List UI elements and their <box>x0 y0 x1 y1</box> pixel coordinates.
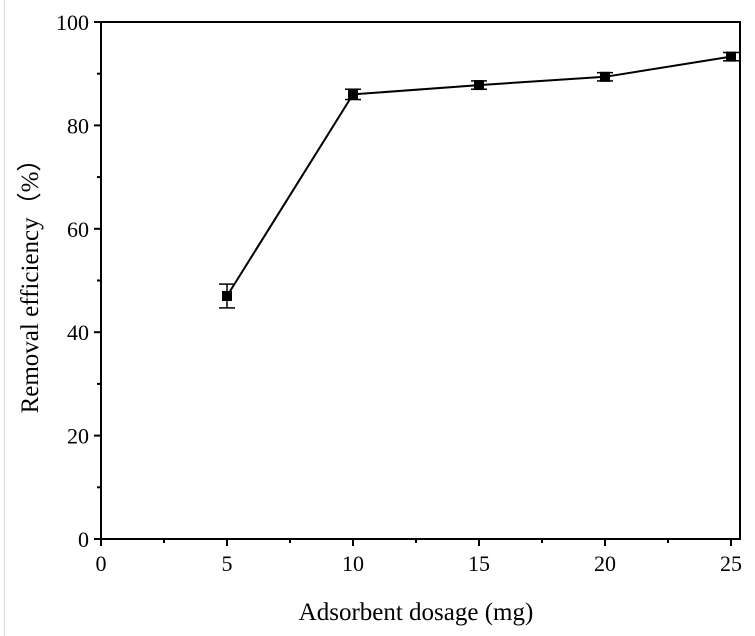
x-tick-label: 5 <box>222 551 233 576</box>
x-tick-label: 10 <box>342 551 364 576</box>
x-tick-label: 15 <box>468 551 490 576</box>
plot-border <box>100 21 741 540</box>
x-axis-ticks: 0 5 10 15 20 25 <box>96 539 742 576</box>
x-tick-label: 20 <box>594 551 616 576</box>
x-tick-label: 0 <box>96 551 107 576</box>
plot-frame <box>100 21 741 540</box>
data-point-marker <box>348 89 358 100</box>
data-point-marker <box>600 71 610 82</box>
y-tick-label: 20 <box>67 424 89 449</box>
data-point-marker <box>222 291 232 302</box>
series-line <box>226 55 732 297</box>
y-axis-title: Removal efficiency（%） <box>16 147 44 414</box>
x-axis-title: Adsorbent dosage (mg) <box>299 599 534 626</box>
y-tick-label: 100 <box>56 10 89 35</box>
y-tick-label: 80 <box>67 113 89 138</box>
y-axis-ticks: 0 20 40 60 80 100 <box>56 10 101 552</box>
y-tick-label: 40 <box>67 320 89 345</box>
data-point-marker <box>726 51 736 62</box>
y-tick-label: 60 <box>67 217 89 242</box>
x-tick-label: 25 <box>720 551 742 576</box>
data-point-marker <box>474 80 484 91</box>
y-tick-label: 0 <box>78 527 89 552</box>
data-series <box>219 51 739 309</box>
image-border-line <box>4 0 5 636</box>
